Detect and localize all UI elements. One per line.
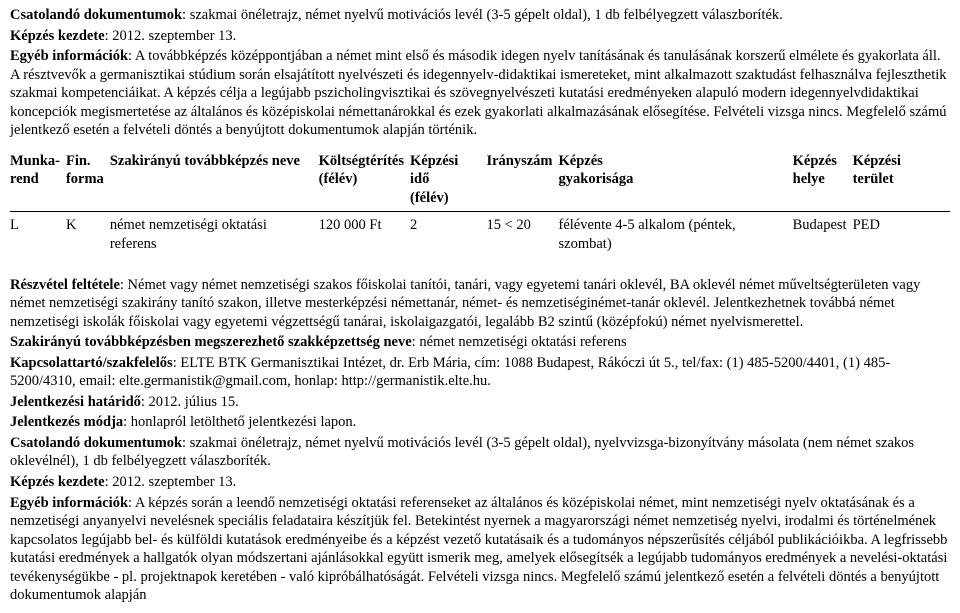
bottom-qualification-label: Szakirányú továbbképzésben megszerezhető… xyxy=(10,334,412,350)
bottom-start-date-label: Képzés kezdete xyxy=(10,474,105,490)
top-other-info-text: : A továbbképzés középpontjában a német … xyxy=(10,48,947,138)
top-start-date: Képzés kezdete: 2012. szeptember 13. xyxy=(10,27,950,46)
bottom-other-info-label: Egyéb információk xyxy=(10,495,128,511)
top-attachments-text: : szakmai önéletrajz, német nyelvű motiv… xyxy=(182,7,783,23)
bottom-deadline-label: Jelentkezési határidő xyxy=(10,394,141,410)
td-frequency: félévente 4-5 alkalom (péntek, szombat) xyxy=(559,212,793,258)
bottom-qualification: Szakirányú továbbképzésben megszerezhető… xyxy=(10,333,950,352)
table-row: L K német nemzetiségi oktatási referens … xyxy=(10,212,950,258)
bottom-contact-label: Kapcsolattartó/szakfelelős xyxy=(10,355,173,371)
td-area: PED xyxy=(853,212,950,258)
top-attachments: Csatolandó dokumentumok: szakmai önéletr… xyxy=(10,6,950,25)
td-name: német nemzetiségi oktatási referens xyxy=(110,212,319,258)
th-place: Képzéshelye xyxy=(793,148,853,212)
bottom-start-date-text: : 2012. szeptember 13. xyxy=(105,474,237,490)
th-cost: Költségtérítés(félév) xyxy=(319,148,410,212)
th-name: Szakirányú továbbképzés neve xyxy=(110,148,319,212)
bottom-attachments: Csatolandó dokumentumok: szakmai önéletr… xyxy=(10,434,950,471)
td-cost: 120 000 Ft xyxy=(319,212,410,258)
td-iranyszam: 15 < 20 xyxy=(486,212,558,258)
th-duration: Képzési idő(félév) xyxy=(410,148,486,212)
bottom-contact: Kapcsolattartó/szakfelelős: ELTE BTK Ger… xyxy=(10,354,950,391)
top-attachments-label: Csatolandó dokumentumok xyxy=(10,7,182,23)
th-finforma: Fin.forma xyxy=(66,148,110,212)
bottom-qualification-text: : német nemzetiségi oktatási referens xyxy=(412,334,627,350)
bottom-start-date: Képzés kezdete: 2012. szeptember 13. xyxy=(10,473,950,492)
bottom-other-info-text: : A képzés során a leendő nemzetiségi ok… xyxy=(10,495,947,604)
top-other-info: Egyéb információk: A továbbképzés középp… xyxy=(10,47,950,140)
td-finforma: K xyxy=(66,212,110,258)
bottom-deadline: Jelentkezési határidő: 2012. július 15. xyxy=(10,393,950,412)
top-start-date-label: Képzés kezdete xyxy=(10,28,105,44)
th-munkarend: Munka-rend xyxy=(10,148,66,212)
top-start-date-text: : 2012. szeptember 13. xyxy=(105,28,237,44)
td-duration: 2 xyxy=(410,212,486,258)
bottom-deadline-text: : 2012. július 15. xyxy=(141,394,239,410)
th-area: Képzési terület xyxy=(853,148,950,212)
bottom-reqs-text: : Német vagy német nemzetiségi szakos fő… xyxy=(10,277,920,330)
bottom-apply-mode: Jelentkezés módja: honlapról letölthető … xyxy=(10,413,950,432)
bottom-apply-mode-text: : honlapról letölthető jelentkezési lapo… xyxy=(123,414,356,430)
td-place: Budapest xyxy=(793,212,853,258)
bottom-other-info: Egyéb információk: A képzés során a leen… xyxy=(10,494,950,605)
bottom-reqs-label: Részvétel feltétele xyxy=(10,277,120,293)
bottom-apply-mode-label: Jelentkezés módja xyxy=(10,414,123,430)
th-frequency: Képzésgyakorisága xyxy=(559,148,793,212)
top-other-info-label: Egyéb információk xyxy=(10,48,128,64)
course-table: Munka-rend Fin.forma Szakirányú továbbké… xyxy=(10,148,950,258)
bottom-reqs: Részvétel feltétele: Német vagy német ne… xyxy=(10,276,950,332)
th-iranyszam: Irányszám xyxy=(486,148,558,212)
table-header-row: Munka-rend Fin.forma Szakirányú továbbké… xyxy=(10,148,950,212)
td-munkarend: L xyxy=(10,212,66,258)
bottom-attachments-label: Csatolandó dokumentumok xyxy=(10,435,182,451)
